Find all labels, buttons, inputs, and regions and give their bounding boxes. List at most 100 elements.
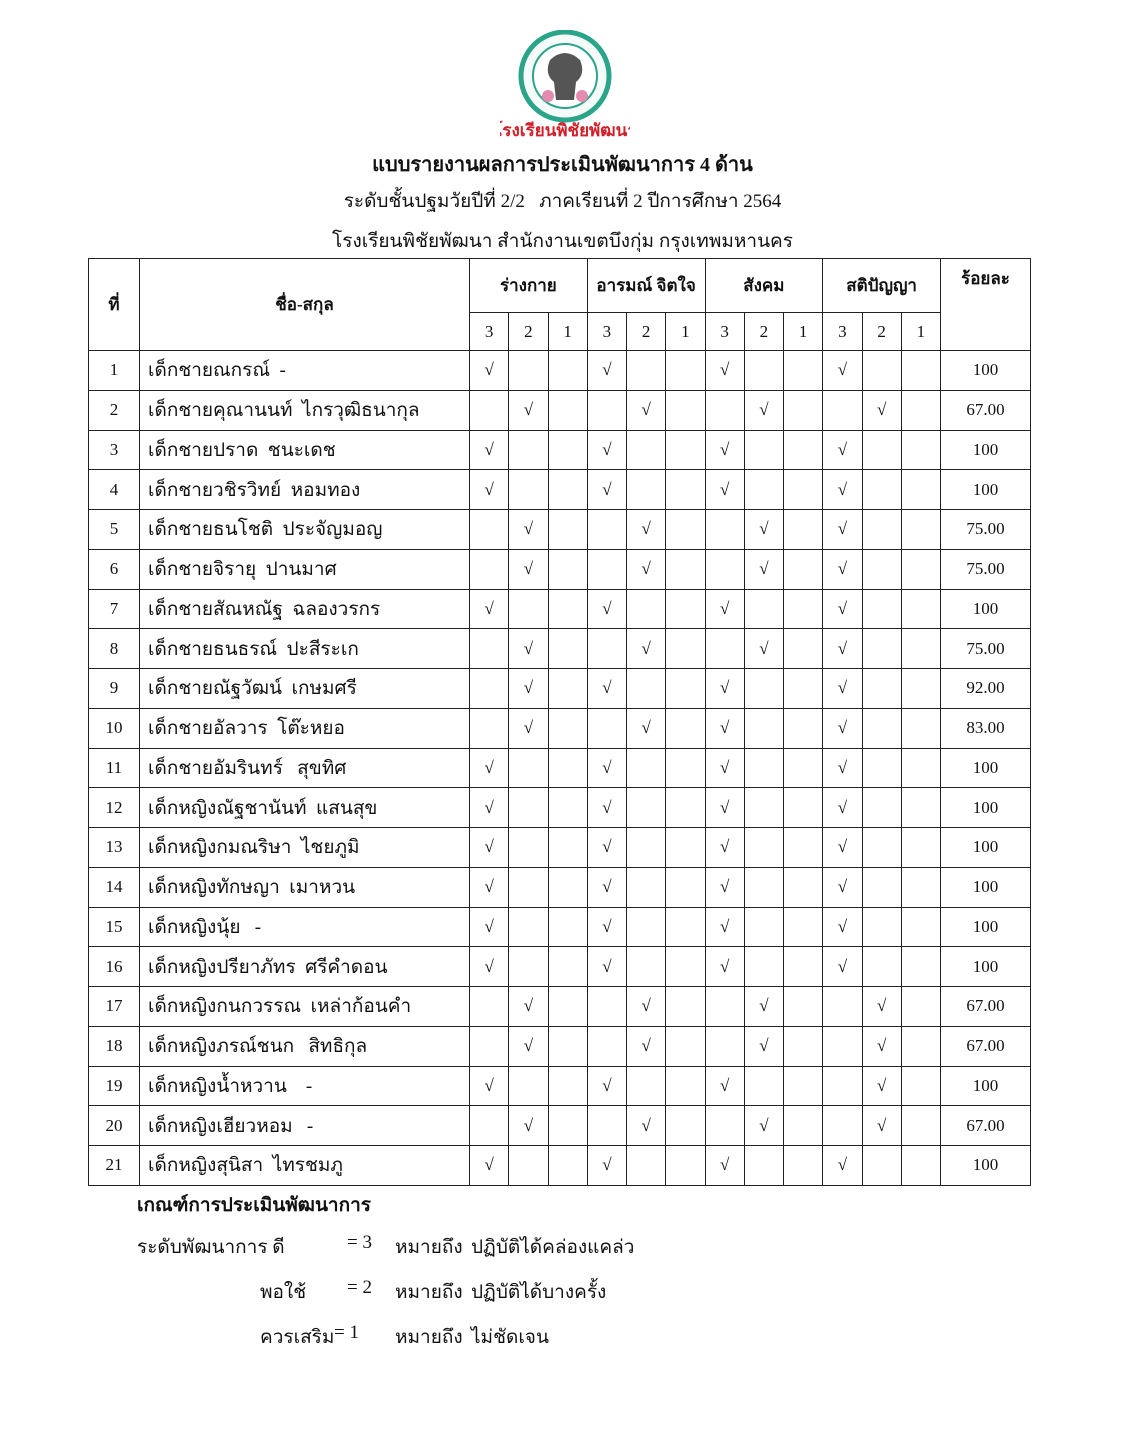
check-mark: √ [837,678,848,698]
student-name: เด็กหญิงนุ้ย - [139,906,470,948]
level-cell [861,548,902,590]
level-cell [822,389,863,431]
title: แบบรายงานผลการประเมินพัฒนาการ 4 ด้าน [372,154,753,176]
check-mark: √ [484,1155,494,1175]
level-cell: √ [822,509,863,550]
level-cell [665,350,706,391]
student-name: เด็กชายปราด ชนะเดช [139,429,470,471]
check-mark: √ [484,1075,494,1095]
level-cell: √ [822,469,863,510]
row-number: 16 [88,946,140,987]
check-mark: √ [837,360,848,380]
level-cell [547,827,588,868]
level-cell [665,469,706,510]
check-mark: √ [837,559,848,579]
check-mark: √ [759,1036,769,1056]
level-cell: √ [704,588,745,630]
level-cell: √ [822,747,863,789]
level-cell: √ [468,350,510,391]
level-cell [547,469,588,510]
level-cell [782,1065,824,1107]
check-mark: √ [523,1115,534,1135]
level-cell [665,628,706,669]
level-cell: √ [586,747,628,789]
level-cell: √ [822,906,863,948]
check-mark: √ [484,479,494,499]
level-cell [743,827,785,868]
criteria-label: ควรเสริม [260,1327,335,1348]
check-mark: √ [484,439,494,459]
row-number: 19 [88,1065,140,1107]
criteria-description: ปฏิบัติได้บางครั้ง [471,1282,607,1303]
level-cell [508,747,549,789]
percent: 83.00 [940,707,1031,749]
level-cell [665,429,706,471]
level-cell: √ [822,588,863,630]
level-cell [586,1025,628,1067]
level-cell [822,1105,863,1146]
level-cell: √ [468,747,510,789]
level-cell [508,429,549,471]
row-number: 13 [88,827,140,868]
level-cell [625,1065,667,1107]
check-mark: √ [759,559,769,579]
level-cell [625,906,667,948]
level-cell: √ [743,389,785,431]
level-cell [625,588,667,630]
check-mark: √ [602,598,612,618]
level-cell [861,588,902,630]
level-cell [861,787,902,828]
level-cell: √ [468,588,510,630]
row-number: 11 [88,747,140,789]
percent: 75.00 [940,509,1031,550]
criteria-description: ปฏิบัติได้คล่องแคล่ว [471,1237,635,1258]
row-number: 9 [88,668,140,709]
level-cell [508,350,549,391]
level-header: 3 [586,312,628,351]
table-row: 5 เด็กชายธนโชติ ประจัญมอญ √ √ √ √ 75.00 [88,509,1031,550]
level-cell [861,866,902,908]
level-cell [704,1105,745,1146]
level-cell [900,1145,942,1186]
check-mark: √ [523,519,534,539]
level-cell [665,1025,706,1067]
level-cell: √ [822,827,863,868]
level-cell [625,946,667,987]
level-cell [900,350,942,391]
level-cell [508,588,549,630]
row-number: 21 [88,1145,140,1186]
percent: 67.00 [940,1025,1031,1067]
level-cell [704,509,745,550]
check-mark: √ [837,638,848,658]
level-cell: √ [508,1025,549,1067]
level-cell [861,668,902,709]
check-mark: √ [837,837,848,857]
level-cell [900,906,942,948]
level-cell: √ [625,1105,667,1146]
level-cell: √ [704,429,745,471]
level-cell [625,350,667,391]
student-name: เด็กหญิงกนกวรรณ เหล่าก้อนคำ [139,986,470,1027]
student-name: เด็กชายณัฐวัฒน์ เกษมศรี [139,668,470,709]
check-mark: √ [719,956,730,976]
level-cell [547,747,588,789]
level-cell [900,469,942,510]
level-cell [665,1105,706,1146]
level-cell [782,668,824,709]
criteria-title: เกณฑ์การประเมินพัฒนาการ [137,1195,371,1216]
check-mark: √ [484,797,494,817]
level-cell: √ [822,429,863,471]
level-cell [861,747,902,789]
check-mark: √ [484,956,494,976]
level-cell [782,1145,824,1186]
level-cell [861,628,902,669]
row-number: 14 [88,866,140,908]
level-cell [665,946,706,987]
row-number: 18 [88,1025,140,1067]
level-cell [468,389,510,431]
row-number: 2 [88,389,140,431]
level-cell [508,1145,549,1186]
percent: 67.00 [940,986,1031,1027]
level-cell [468,1025,510,1067]
level-cell: √ [704,1065,745,1107]
